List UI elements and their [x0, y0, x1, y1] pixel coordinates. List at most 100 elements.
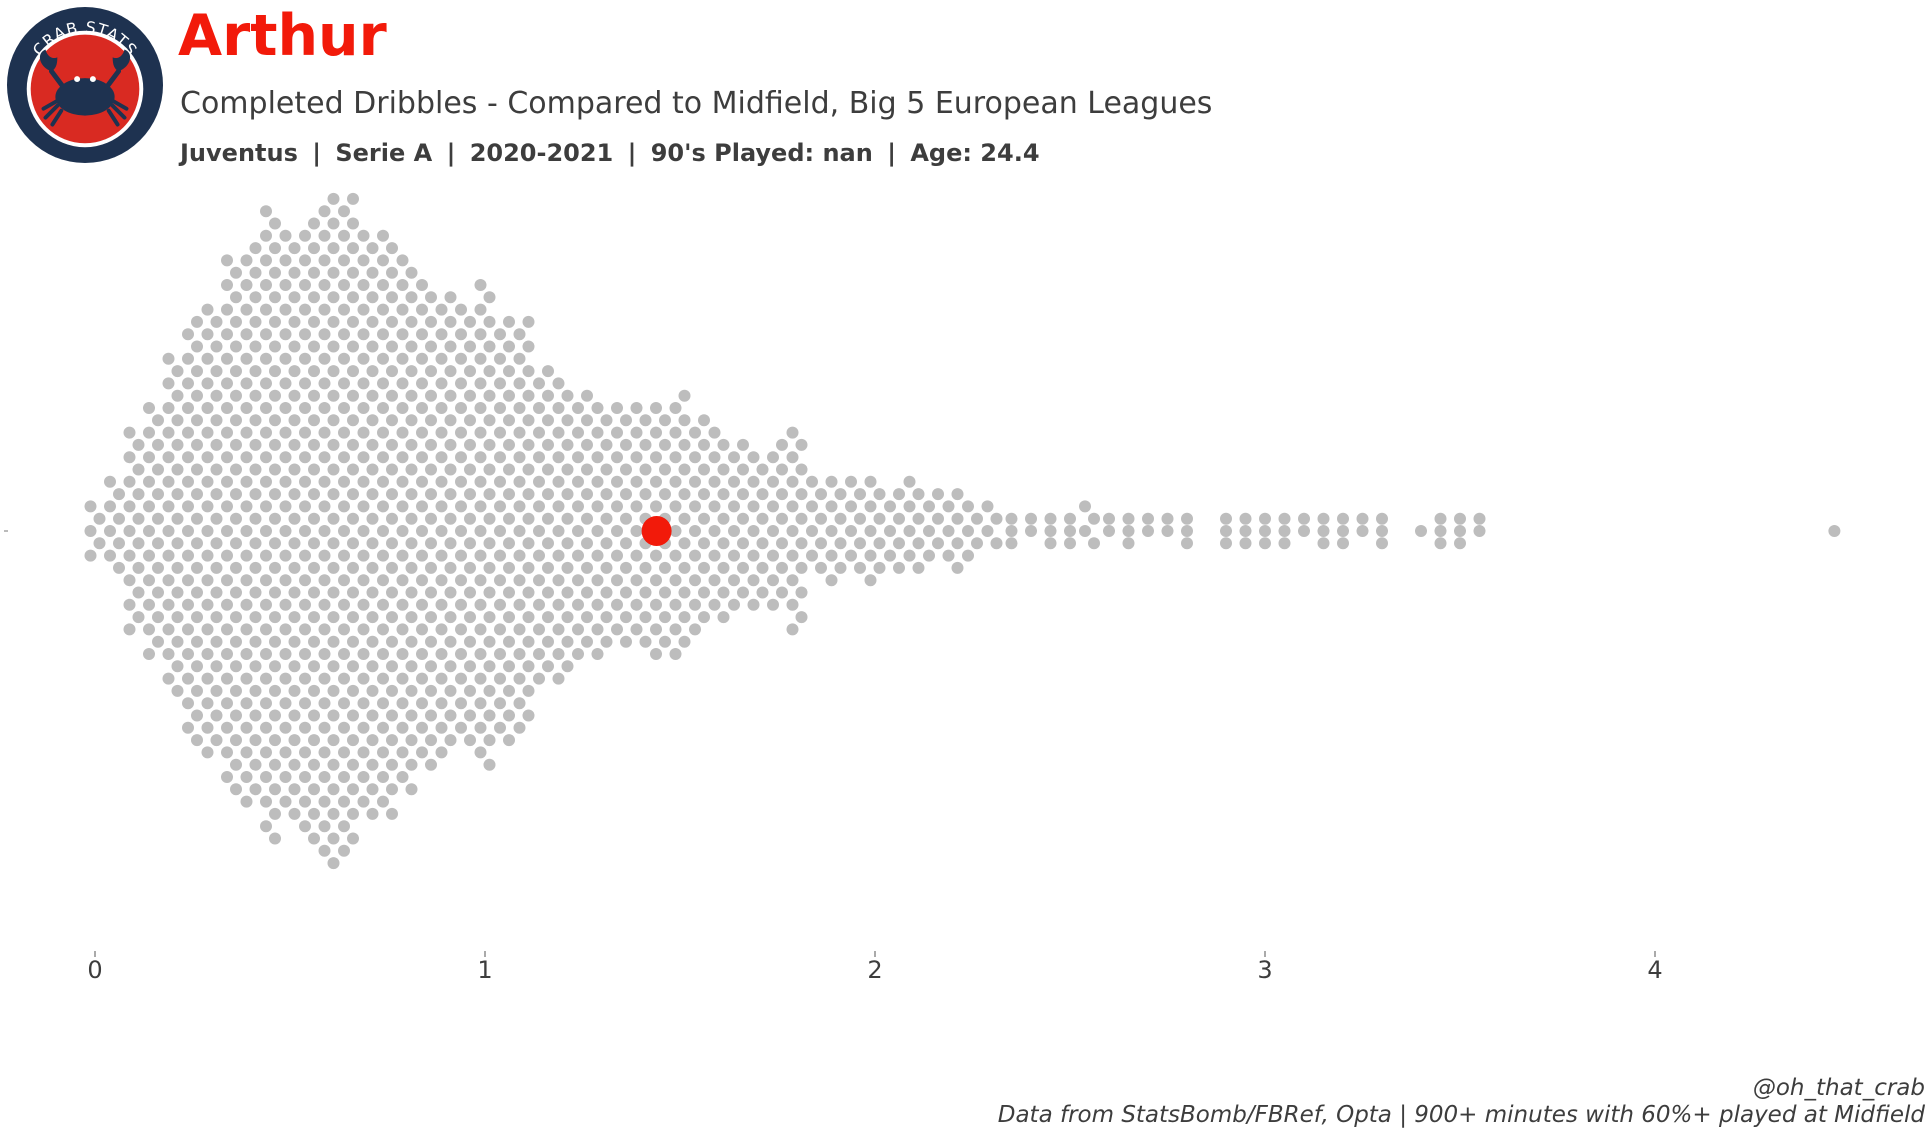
player-dot — [416, 598, 428, 611]
player-dot — [201, 377, 214, 390]
player-dot — [347, 783, 359, 796]
player-dot — [425, 734, 437, 747]
player-dot — [1473, 512, 1486, 525]
player-dot — [494, 549, 506, 562]
player-dot — [425, 635, 437, 648]
player-dot — [494, 672, 506, 685]
player-dot — [728, 500, 740, 513]
player-dot — [1181, 537, 1193, 550]
player-dot — [522, 389, 535, 402]
player-dot — [308, 635, 320, 648]
player-dot — [542, 586, 554, 599]
player-dot — [639, 586, 652, 599]
player-dot — [318, 795, 331, 808]
player-dot — [717, 512, 730, 525]
player-dot — [347, 192, 359, 205]
player-dot — [737, 438, 749, 451]
player-dot — [269, 684, 281, 697]
player-dot — [191, 734, 203, 747]
player-dot — [542, 660, 554, 673]
player-dot — [698, 414, 710, 427]
player-dot — [464, 340, 476, 353]
player-dot — [444, 365, 457, 378]
player-dot — [416, 574, 428, 587]
player-dot — [698, 488, 710, 501]
player-dot — [425, 660, 437, 673]
player-dot — [171, 561, 184, 574]
player-dot — [503, 315, 515, 328]
player-dot — [795, 561, 808, 574]
player-dot — [366, 586, 379, 599]
player-dot — [513, 500, 526, 513]
player-dot — [717, 438, 730, 451]
player-dot — [182, 402, 194, 414]
player-dot — [650, 500, 662, 513]
player-dot — [611, 475, 623, 488]
player-dot — [299, 574, 311, 587]
player-dot — [182, 623, 194, 636]
player-dot — [269, 758, 281, 771]
player-dot — [522, 586, 535, 599]
player-dot — [416, 672, 428, 685]
player-dot — [552, 426, 565, 439]
player-dot — [825, 549, 838, 562]
player-dot — [630, 426, 643, 439]
player-dot — [678, 512, 691, 525]
player-dot — [747, 525, 760, 537]
player-dot — [1239, 512, 1252, 525]
player-dot — [728, 525, 740, 537]
player-dot — [230, 561, 242, 574]
player-dot — [366, 438, 379, 451]
player-dot — [1454, 512, 1466, 525]
player-dot — [464, 660, 476, 673]
player-dot — [162, 525, 175, 537]
player-dot — [416, 525, 428, 537]
player-dot — [191, 512, 203, 525]
x-axis: 0 1 2 3 4 — [4, 530, 1663, 984]
player-dot — [269, 832, 281, 845]
player-dot — [951, 512, 964, 525]
player-dot — [659, 414, 671, 427]
player-dot — [182, 451, 194, 464]
player-dot — [1337, 537, 1349, 550]
player-dot — [279, 475, 292, 488]
player-dot — [815, 488, 827, 501]
player-dot — [1161, 525, 1174, 537]
player-dot — [425, 389, 437, 402]
player-dot — [884, 525, 896, 537]
player-dot — [552, 377, 565, 390]
player-dot — [776, 586, 788, 599]
player-dot — [279, 229, 292, 242]
player-dot — [698, 438, 710, 451]
player-dot — [318, 549, 331, 562]
separator: | — [627, 139, 637, 167]
player-dot — [533, 598, 545, 611]
player-dot — [347, 684, 359, 697]
player-dot — [84, 525, 97, 537]
player-dot — [494, 402, 506, 414]
player-dot — [728, 574, 740, 587]
player-dot — [249, 488, 262, 501]
player-dot — [522, 414, 535, 427]
player-dot — [503, 561, 515, 574]
player-dot — [1454, 525, 1466, 537]
player-dot — [522, 684, 535, 697]
player-dot — [600, 586, 613, 599]
player-dot — [1278, 525, 1291, 537]
player-dot — [611, 426, 623, 439]
player-dot — [1064, 512, 1076, 525]
player-dot — [912, 488, 925, 501]
player-dot — [338, 254, 350, 267]
player-dot — [932, 512, 944, 525]
player-dot — [1239, 525, 1252, 537]
player-dot — [93, 537, 106, 550]
player-dot — [416, 279, 428, 291]
player-dot — [650, 648, 662, 660]
player-dot — [542, 365, 554, 378]
player-dot — [474, 623, 487, 636]
player-dot — [132, 463, 145, 476]
player-dot — [377, 648, 389, 660]
player-dot — [425, 365, 437, 378]
player-dot — [561, 512, 574, 525]
player-dot — [279, 746, 292, 759]
